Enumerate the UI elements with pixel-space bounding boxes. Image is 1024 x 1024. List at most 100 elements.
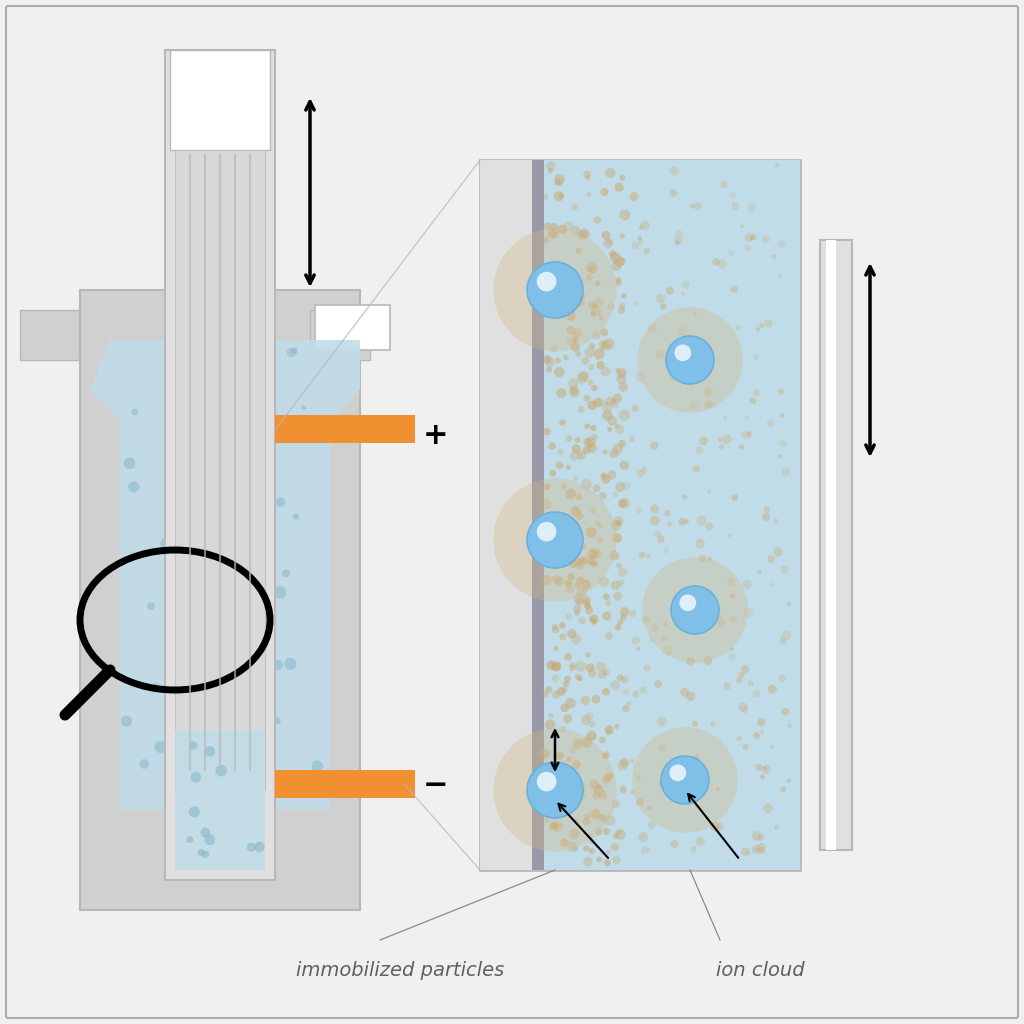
Circle shape [612,393,623,402]
Circle shape [663,646,673,655]
Circle shape [198,849,205,856]
Circle shape [670,375,675,381]
Circle shape [550,527,557,535]
Circle shape [559,623,565,629]
Circle shape [609,551,620,560]
Bar [826,240,836,850]
Bar [275,770,415,798]
Circle shape [614,724,620,729]
Circle shape [618,440,626,447]
Circle shape [646,805,652,811]
Circle shape [551,812,558,819]
Circle shape [563,681,569,687]
Circle shape [587,443,597,453]
Circle shape [172,782,184,795]
Circle shape [599,340,607,348]
Circle shape [584,602,591,609]
Circle shape [544,222,552,230]
Circle shape [759,847,765,854]
Circle shape [632,690,639,697]
Circle shape [550,345,557,352]
Circle shape [583,599,590,606]
Circle shape [617,307,625,314]
Circle shape [196,536,207,547]
Circle shape [612,833,620,839]
Circle shape [569,665,575,672]
Circle shape [786,602,792,606]
Bar [275,415,415,443]
Circle shape [539,749,550,759]
Circle shape [692,465,700,472]
Circle shape [598,791,607,800]
Circle shape [640,220,649,230]
Circle shape [592,792,600,800]
Circle shape [176,532,187,545]
Circle shape [622,293,627,298]
Circle shape [563,221,573,231]
Circle shape [611,520,622,530]
Circle shape [566,311,575,321]
Bar [480,160,535,870]
Circle shape [759,324,764,328]
Circle shape [662,756,709,804]
Bar [820,240,852,850]
Circle shape [583,817,591,825]
Circle shape [763,766,767,771]
Circle shape [572,328,582,337]
Circle shape [642,557,748,663]
Circle shape [592,695,600,703]
Circle shape [561,522,568,529]
Circle shape [637,236,642,240]
Circle shape [627,701,631,706]
Circle shape [670,189,677,197]
Circle shape [586,664,595,673]
Circle shape [598,814,606,822]
Circle shape [616,674,624,681]
Circle shape [624,689,630,695]
Circle shape [549,822,557,830]
Circle shape [572,298,583,307]
Circle shape [589,848,595,854]
Circle shape [746,852,751,856]
Circle shape [591,618,597,625]
Circle shape [131,409,138,416]
Circle shape [572,739,583,749]
Circle shape [662,635,668,641]
Circle shape [692,721,698,727]
Circle shape [643,248,650,254]
Circle shape [764,506,770,513]
Polygon shape [90,340,360,420]
Circle shape [554,191,564,202]
Circle shape [705,387,714,396]
Circle shape [603,238,613,248]
Circle shape [603,827,610,836]
Circle shape [543,780,550,786]
Circle shape [562,515,571,524]
Circle shape [616,829,622,835]
Circle shape [778,389,784,395]
Circle shape [587,834,593,839]
Circle shape [771,254,776,260]
Text: +: + [423,421,449,450]
Circle shape [556,770,566,779]
Circle shape [574,437,581,443]
Circle shape [616,369,627,378]
Circle shape [552,626,559,633]
Circle shape [572,339,578,344]
Circle shape [727,578,735,586]
Circle shape [591,385,598,391]
Circle shape [655,350,665,359]
Circle shape [615,425,625,434]
Circle shape [596,360,604,370]
Circle shape [780,414,784,418]
Circle shape [671,586,719,634]
Circle shape [575,350,582,356]
Circle shape [666,287,674,295]
Circle shape [773,518,778,524]
Circle shape [757,834,764,841]
Circle shape [566,769,575,778]
Circle shape [764,319,772,328]
Circle shape [247,843,256,852]
Circle shape [752,830,762,841]
Circle shape [618,382,628,392]
